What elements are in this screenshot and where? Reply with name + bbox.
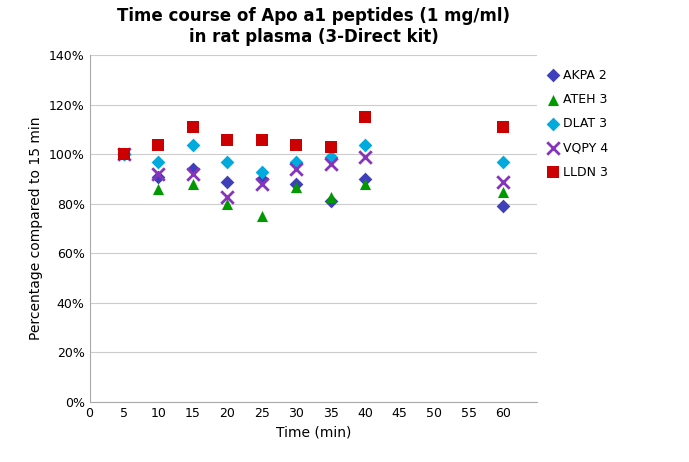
AKPA 2 bbox=[497, 203, 508, 210]
ATEH 3 bbox=[325, 193, 336, 200]
DLAT 3 bbox=[187, 141, 198, 148]
AKPA 2 bbox=[153, 173, 164, 181]
Y-axis label: Percentage compared to 15 min: Percentage compared to 15 min bbox=[29, 117, 43, 340]
VQPY 4 bbox=[256, 181, 267, 188]
ATEH 3 bbox=[360, 181, 371, 188]
AKPA 2 bbox=[291, 181, 302, 188]
DLAT 3 bbox=[222, 158, 233, 165]
VQPY 4 bbox=[187, 170, 198, 178]
AKPA 2 bbox=[256, 176, 267, 183]
Title: Time course of Apo a1 peptides (1 mg/ml)
in rat plasma (3-Direct kit): Time course of Apo a1 peptides (1 mg/ml)… bbox=[117, 7, 510, 46]
LLDN 3 bbox=[256, 136, 267, 143]
DLAT 3 bbox=[256, 168, 267, 176]
VQPY 4 bbox=[497, 178, 508, 185]
LLDN 3 bbox=[153, 141, 164, 148]
LLDN 3 bbox=[325, 143, 336, 151]
DLAT 3 bbox=[497, 158, 508, 165]
LLDN 3 bbox=[222, 136, 233, 143]
LLDN 3 bbox=[497, 123, 508, 131]
VQPY 4 bbox=[222, 193, 233, 200]
DLAT 3 bbox=[153, 158, 164, 165]
VQPY 4 bbox=[153, 170, 164, 178]
DLAT 3 bbox=[325, 153, 336, 161]
VQPY 4 bbox=[119, 151, 130, 158]
DLAT 3 bbox=[360, 141, 371, 148]
ATEH 3 bbox=[222, 200, 233, 207]
ATEH 3 bbox=[153, 185, 164, 193]
ATEH 3 bbox=[256, 213, 267, 220]
AKPA 2 bbox=[360, 176, 371, 183]
ATEH 3 bbox=[291, 183, 302, 190]
ATEH 3 bbox=[497, 188, 508, 195]
VQPY 4 bbox=[325, 161, 336, 168]
ATEH 3 bbox=[119, 151, 130, 158]
AKPA 2 bbox=[222, 178, 233, 185]
LLDN 3 bbox=[360, 114, 371, 121]
DLAT 3 bbox=[119, 151, 130, 158]
DLAT 3 bbox=[291, 158, 302, 165]
X-axis label: Time (min): Time (min) bbox=[276, 426, 351, 439]
AKPA 2 bbox=[119, 151, 130, 158]
VQPY 4 bbox=[360, 153, 371, 161]
VQPY 4 bbox=[291, 165, 302, 173]
LLDN 3 bbox=[187, 123, 198, 131]
LLDN 3 bbox=[119, 151, 130, 158]
Legend: AKPA 2, ATEH 3, DLAT 3, VQPY 4, LLDN 3: AKPA 2, ATEH 3, DLAT 3, VQPY 4, LLDN 3 bbox=[548, 69, 608, 179]
AKPA 2 bbox=[187, 165, 198, 173]
ATEH 3 bbox=[187, 181, 198, 188]
AKPA 2 bbox=[325, 198, 336, 205]
LLDN 3 bbox=[291, 141, 302, 148]
